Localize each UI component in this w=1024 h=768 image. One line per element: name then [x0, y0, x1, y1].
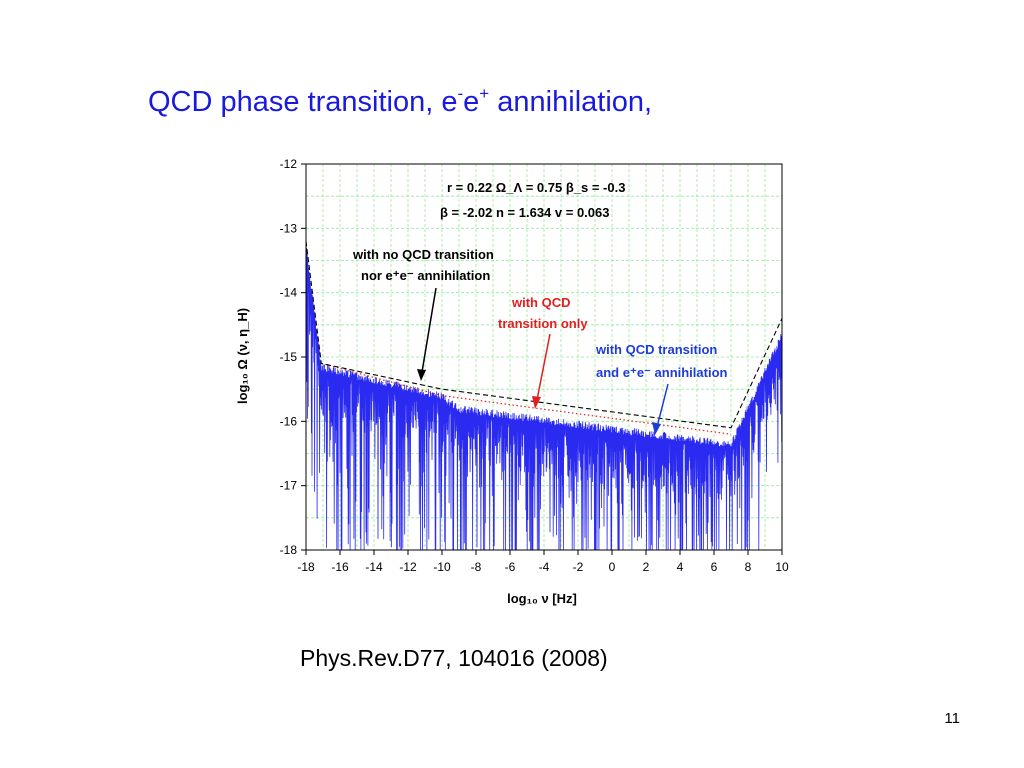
annotation-qcd-ee-arrowhead [652, 422, 661, 435]
annotation-no-qcd-line1: with no QCD transition [352, 247, 494, 262]
params-line-1: r = 0.22 Ω_Λ = 0.75 β_s = -0.3 [447, 180, 625, 195]
x-tick-label: 6 [711, 560, 718, 574]
x-tick-label: -18 [297, 560, 315, 574]
x-axis-label: log₁₀ ν [Hz] [507, 591, 577, 606]
x-tick-label: -4 [539, 560, 550, 574]
chart-series [305, 241, 783, 551]
y-tick-label: -16 [280, 414, 298, 428]
y-tick-label: -15 [280, 350, 298, 364]
x-tick-label: 8 [745, 560, 752, 574]
x-tick-label: -12 [399, 560, 417, 574]
series-no-qcd [305, 241, 783, 429]
x-tick-label: 10 [775, 560, 789, 574]
annotation-qcd-ee-arrow [655, 383, 669, 432]
params-line-2: β = -2.02 n = 1.634 v = 0.063 [440, 205, 609, 220]
y-tick-label: -17 [280, 479, 298, 493]
annotation-qcd-only-line1: with QCD [511, 295, 571, 310]
y-tick-label: -12 [280, 157, 298, 171]
y-tick-label: -13 [280, 221, 298, 235]
x-tick-label: -6 [505, 560, 516, 574]
annotation-no-qcd-arrowhead [417, 369, 426, 381]
series-qcd-only [321, 362, 732, 435]
x-tick-label: -8 [471, 560, 482, 574]
parameter-box: r = 0.22 Ω_Λ = 0.75 β_s = -0.3 β = -2.02… [440, 180, 625, 220]
y-tick-label: -14 [280, 286, 298, 300]
citation: Phys.Rev.D77, 104016 (2008) [300, 645, 608, 671]
annotation-qcd-only-arrow [535, 333, 551, 406]
chart-grid [305, 163, 783, 551]
slide-title: QCD phase transition, e-e+ annihilation, [148, 84, 653, 118]
x-tick-label: -10 [433, 560, 451, 574]
annotation-qcd-ee-line1: with QCD transition [595, 342, 717, 357]
annotation-qcd-only-line2: transition only [498, 316, 588, 331]
annotation-qcd-ee-line2: and e⁺e⁻ annihilation [596, 365, 728, 380]
x-tick-label: 0 [609, 560, 616, 574]
chart-ticks: -18 -16 -14 -12 -10 -8 -6 -4 -2 0 2 4 6 8 10 -12 -13 -14 -… [280, 157, 789, 574]
annotation-no-qcd-arrow [420, 287, 437, 379]
page-number: 11 [944, 710, 960, 727]
x-tick-label: -16 [331, 560, 349, 574]
annotation-no-qcd-line2: nor e⁺e⁻ annihilation [361, 268, 490, 283]
y-tick-label: -18 [280, 543, 298, 557]
x-tick-label: 4 [677, 560, 684, 574]
x-tick-label: 2 [643, 560, 650, 574]
series-qcd-ee-annihilation [305, 241, 783, 551]
annotation-qcd-only-arrowhead [532, 396, 541, 409]
spectrum-chart: -18 -16 -14 -12 -10 -8 -6 -4 -2 0 2 4 6 8 10 -12 -13 -14 -… [235, 157, 789, 606]
x-tick-label: -2 [573, 560, 584, 574]
y-axis-label: log₁₀ Ω (ν, η_H) [235, 308, 250, 404]
x-tick-label: -14 [365, 560, 383, 574]
